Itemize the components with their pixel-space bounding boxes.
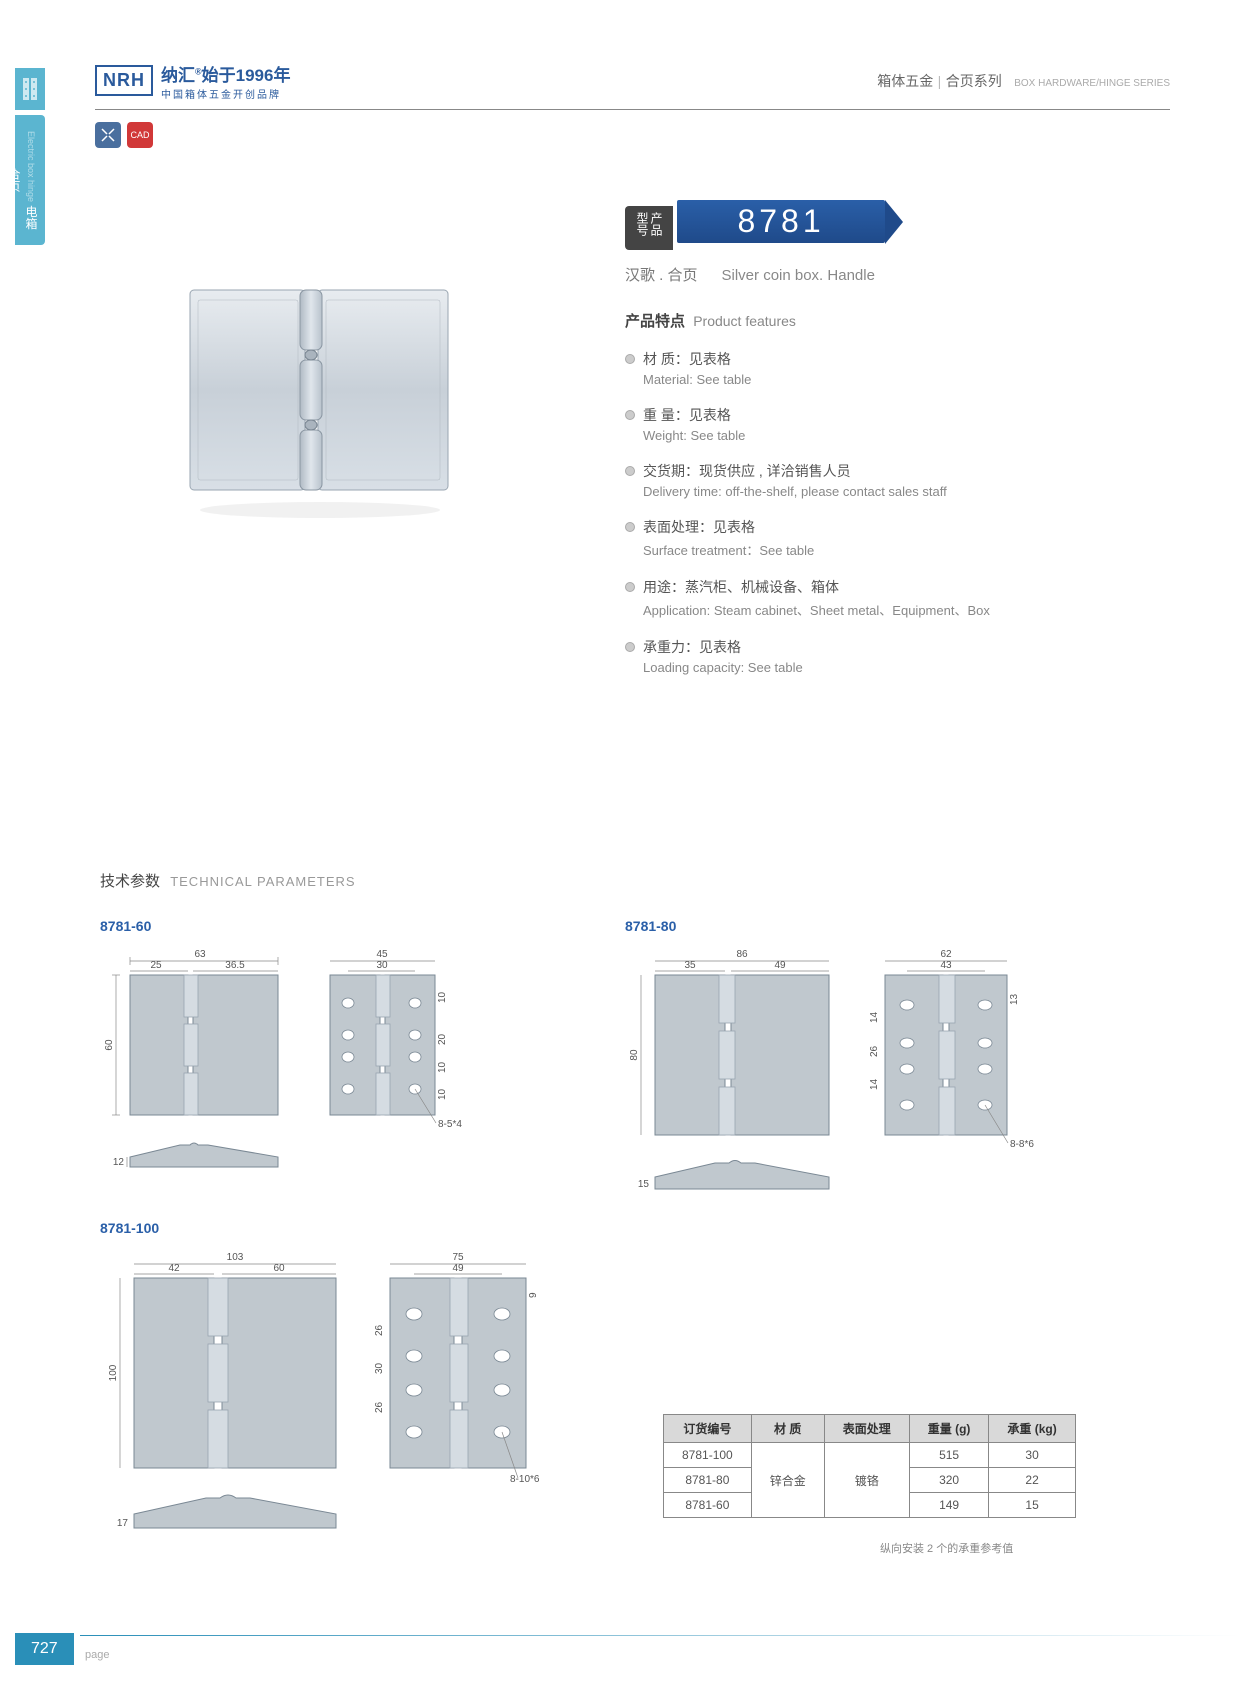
tech-params-title: 技术参数 TECHNICAL PARAMETERS (100, 870, 356, 891)
table-header: 承重 (kg) (989, 1415, 1075, 1443)
svg-text:60: 60 (273, 1263, 285, 1274)
svg-text:45: 45 (376, 949, 388, 960)
table-cell: 8781-100 (664, 1443, 752, 1468)
svg-text:42: 42 (168, 1263, 180, 1274)
table-cell: 镀铬 (824, 1443, 909, 1518)
svg-text:26: 26 (374, 1401, 385, 1413)
svg-text:8-10*6: 8-10*6 (510, 1474, 540, 1485)
side-hinge-icon (15, 68, 45, 110)
drawing-8781-100: 103 42 60 100 17 75 49 9 26 30 26 8-10*6 (100, 1248, 540, 1548)
svg-text:49: 49 (774, 960, 786, 971)
svg-text:14: 14 (869, 1078, 880, 1090)
feature-item: 用途：蒸汽柜、机械设备、箱体Application: Steam cabinet… (625, 577, 1125, 619)
svg-text:12: 12 (113, 1157, 125, 1168)
feature-item: 材 质：见表格Material: See table (625, 349, 1125, 387)
svg-text:26: 26 (374, 1324, 385, 1336)
table-header: 材 质 (751, 1415, 824, 1443)
table-row: 8781-100锌合金镀铬51530 (664, 1443, 1076, 1468)
model-subtitle: 汉歌 . 合页Silver coin box. Handle (625, 264, 885, 285)
svg-text:100: 100 (108, 1364, 119, 1381)
logo-main: 纳汇®始于1996年 (161, 61, 290, 86)
table-header: 订货编号 (664, 1415, 752, 1443)
variant-8781-100: 8781-100 (100, 1220, 159, 1236)
svg-text:62: 62 (940, 949, 952, 960)
svg-text:25: 25 (150, 960, 162, 971)
table-note: 纵向安装 2 个的承重参考值 (880, 1540, 1013, 1556)
model-label: 产品型号 (625, 206, 673, 250)
svg-text:20: 20 (437, 1033, 448, 1045)
svg-text:8-5*4: 8-5*4 (438, 1119, 462, 1130)
model-number: 8781 (677, 200, 884, 243)
model-block: 产品型号 8781 汉歌 . 合页Silver coin box. Handle (625, 200, 885, 285)
logo-sub: 中国箱体五金开创品牌 (161, 86, 290, 101)
svg-text:80: 80 (629, 1049, 640, 1061)
logo: NRH 纳汇®始于1996年 中国箱体五金开创品牌 (95, 61, 290, 101)
svg-text:63: 63 (194, 949, 206, 960)
features-title: 产品特点 Product features (625, 310, 1125, 331)
svg-text:60: 60 (104, 1039, 115, 1051)
svg-text:15: 15 (638, 1179, 650, 1190)
table-cell: 515 (909, 1443, 989, 1468)
svg-text:26: 26 (869, 1045, 880, 1057)
svg-text:10: 10 (437, 991, 448, 1003)
side-tab-en: Electric box hinge (26, 131, 36, 202)
svg-text:49: 49 (452, 1263, 464, 1274)
tools-icon (95, 122, 121, 148)
page-number: 727 (15, 1633, 74, 1665)
features: 产品特点 Product features 材 质：见表格Material: S… (625, 310, 1125, 693)
svg-text:30: 30 (376, 960, 388, 971)
svg-text:9: 9 (528, 1292, 539, 1298)
table-cell: 锌合金 (751, 1443, 824, 1518)
cad-icon: CAD (127, 122, 153, 148)
svg-text:17: 17 (117, 1518, 129, 1529)
feature-item: 承重力：见表格Loading capacity: See table (625, 637, 1125, 675)
svg-text:10: 10 (437, 1061, 448, 1073)
variant-8781-60: 8781-60 (100, 918, 151, 934)
logo-mark: NRH (95, 65, 153, 96)
svg-text:8-8*6: 8-8*6 (1010, 1139, 1034, 1150)
svg-text:36.5: 36.5 (225, 960, 245, 971)
header-category: 箱体五金 | 合页系列 BOX HARDWARE/HINGE SERIES (877, 71, 1170, 91)
side-tab: Electric box hinge 电箱合页 (15, 115, 45, 245)
variant-8781-80: 8781-80 (625, 918, 676, 934)
svg-text:14: 14 (869, 1011, 880, 1023)
table-cell: 8781-80 (664, 1468, 752, 1493)
table-cell: 30 (989, 1443, 1075, 1468)
feature-item: 表面处理：见表格Surface treatment：See table (625, 517, 1125, 559)
table-header: 重量 (g) (909, 1415, 989, 1443)
svg-text:30: 30 (374, 1362, 385, 1374)
footer-rule (80, 1635, 1240, 1636)
page-header: NRH 纳汇®始于1996年 中国箱体五金开创品牌 箱体五金 | 合页系列 BO… (95, 60, 1170, 110)
table-cell: 149 (909, 1493, 989, 1518)
table-cell: 15 (989, 1493, 1075, 1518)
feature-item: 交货期：现货供应 , 详洽销售人员Delivery time: off-the-… (625, 461, 1125, 499)
svg-text:13: 13 (1009, 993, 1020, 1005)
table-cell: 22 (989, 1468, 1075, 1493)
svg-text:35: 35 (684, 960, 696, 971)
table-header: 表面处理 (824, 1415, 909, 1443)
table-cell: 8781-60 (664, 1493, 752, 1518)
svg-text:86: 86 (736, 949, 748, 960)
svg-text:10: 10 (437, 1088, 448, 1100)
feature-item: 重 量：见表格Weight: See table (625, 405, 1125, 443)
svg-text:75: 75 (452, 1252, 464, 1263)
svg-text:43: 43 (940, 960, 952, 971)
svg-text:103: 103 (227, 1252, 244, 1263)
spec-table: 订货编号材 质表面处理重量 (g)承重 (kg) 8781-100锌合金镀铬51… (663, 1414, 1076, 1518)
table-cell: 320 (909, 1468, 989, 1493)
drawing-8781-60: 63 25 36.5 60 12 45 30 10 20 10 10 8-5*4 (100, 945, 480, 1205)
badges: CAD (95, 122, 153, 148)
drawing-8781-80: 86 35 49 80 15 62 43 13 14 26 14 8-8*6 (625, 945, 1055, 1205)
page-label: page (85, 1649, 109, 1661)
product-photo (170, 260, 470, 520)
